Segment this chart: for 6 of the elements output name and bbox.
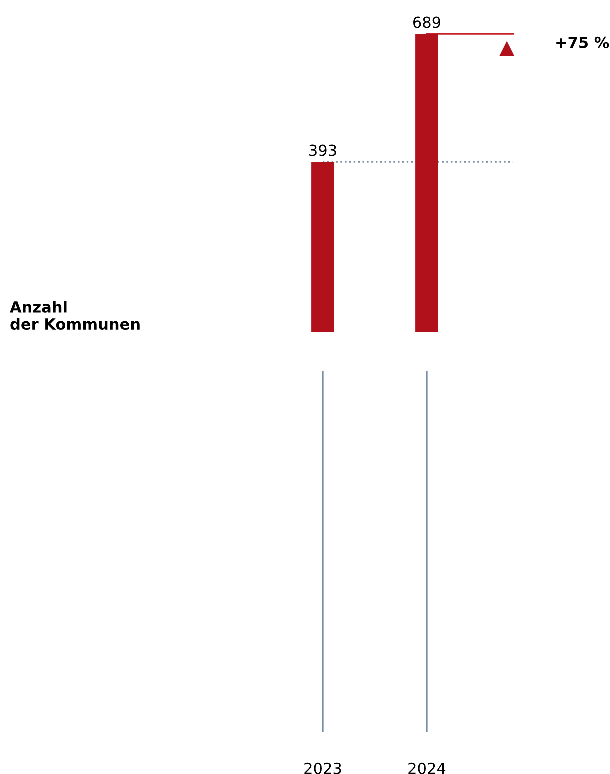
text: +75 % <box>556 36 610 48</box>
x-tick-label: 2023 <box>304 762 342 774</box>
x-tick-label: 2024 <box>408 762 446 774</box>
text: Anzahl der Kommunen <box>10 301 140 330</box>
data-label: 393 <box>310 144 336 156</box>
data-label: 689 <box>413 16 441 28</box>
